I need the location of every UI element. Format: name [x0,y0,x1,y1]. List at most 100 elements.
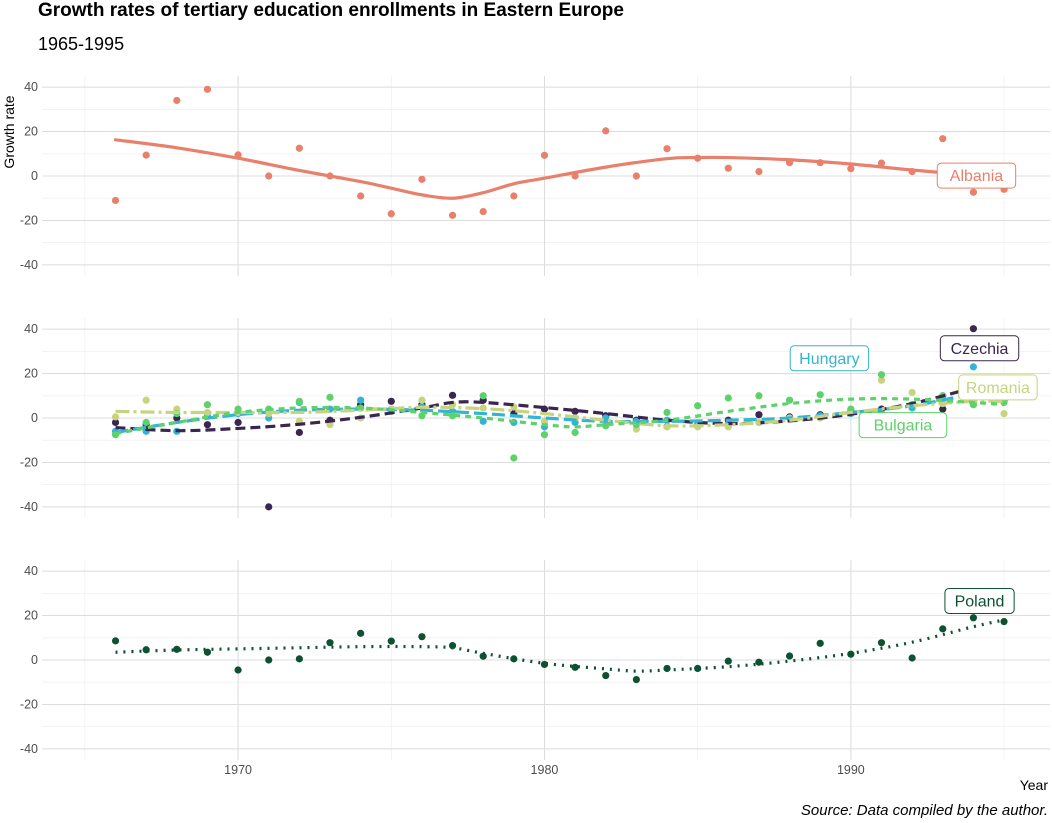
data-point-albania [387,210,395,218]
data-point-poland [602,671,610,680]
series-label-text-bulgaria: Bulgaria [874,418,933,435]
data-point-poland [295,655,303,663]
data-point-poland [387,637,395,645]
data-point-poland [969,614,978,622]
data-point-poland [265,656,273,664]
data-point-albania [173,96,181,105]
data-point-czechia [111,418,120,427]
data-point-albania [203,85,212,93]
data-point-poland [418,633,426,641]
series-label-box-hungary [789,345,870,372]
data-point-romania [142,396,150,404]
data-point-albania [847,165,855,173]
data-point-czechia [387,397,395,405]
data-point-bulgaria [816,391,824,399]
data-point-albania [479,207,487,216]
data-point-albania [939,135,947,143]
data-point-czechia [265,503,273,511]
chart-subtitle: 1965-1995 [38,34,125,54]
smooth-line-albania [113,138,976,200]
data-point-romania [203,408,212,417]
series-label-text-romania: Romania [966,380,1030,397]
series-label-box-czechia [939,335,1020,362]
panel-poland: -40 -20 0 20 40 Poland [20,560,1050,760]
data-point-czechia [234,418,242,427]
y-tick-label: -40 [20,258,38,272]
chart-title: Growth rates of tertiary education enrol… [38,0,624,21]
smooth-line-romania [115,399,1005,428]
data-point-poland [694,664,702,673]
data-point-albania [969,188,978,196]
data-point-romania [908,388,916,397]
data-point-albania [540,151,549,159]
data-point-poland [724,657,732,665]
data-point-poland [173,645,181,653]
data-point-poland [234,666,242,674]
data-point-bulgaria [142,418,150,427]
data-point-albania [663,145,671,153]
series-label-poland: Poland [944,587,1015,614]
data-point-albania [602,127,610,135]
data-point-albania [418,175,426,183]
data-point-albania [448,211,457,219]
data-point-bulgaria [663,408,671,417]
smooth-line-poland [115,618,1005,673]
data-point-czechia [448,391,457,399]
data-point-bulgaria [724,394,732,402]
data-point-poland [510,655,518,663]
data-point-albania [724,164,732,172]
data-point-bulgaria [877,371,886,379]
data-point-poland [939,625,947,633]
y-tick-label: 40 [24,322,38,336]
data-point-hungary [479,417,487,425]
series-label-bulgaria: Bulgaria [858,412,948,439]
y-tick-label: 20 [24,609,38,623]
y-tick-label: -20 [20,213,38,227]
data-point-bulgaria [295,397,303,405]
data-point-poland [448,641,457,650]
data-point-bulgaria [510,454,518,462]
series-label-text-czechia: Czechia [951,341,1009,358]
data-point-bulgaria [479,392,487,400]
data-point-bulgaria [785,396,794,404]
data-point-albania [295,144,303,152]
data-point-poland [357,629,365,637]
data-point-poland [908,654,916,662]
x-axis-title: Year [1020,777,1049,793]
panel-central: -40 -20 0 20 40 Czechia Hungary Romania Bulgaria [20,318,1050,518]
chart-caption: Source: Data compiled by the author. [800,802,1048,819]
series-label-romania: Romania [958,374,1038,401]
data-point-poland [877,639,886,647]
data-point-czechia [969,325,978,333]
smooth-line-bulgaria [115,397,1005,436]
data-point-romania [877,376,886,384]
data-point-albania [265,172,273,180]
series-label-text-hungary: Hungary [799,351,859,368]
data-point-czechia [203,421,212,429]
data-point-poland [755,658,763,666]
x-tick-label: 1980 [531,763,559,777]
data-point-albania [755,167,763,176]
data-point-czechia [295,428,303,437]
y-tick-label: 0 [31,653,38,667]
data-point-albania [877,159,886,167]
data-point-bulgaria [326,393,334,401]
data-point-albania [142,151,150,159]
y-tick-label: 20 [24,367,38,381]
data-point-bulgaria [571,428,579,437]
data-point-bulgaria [540,431,549,439]
data-point-bulgaria [755,392,763,400]
y-tick-label: -40 [20,500,38,514]
y-tick-label: -20 [20,455,38,469]
series-label-box-bulgaria [858,412,948,439]
y-tick-label: 40 [24,564,38,578]
data-point-poland [111,637,120,645]
data-point-poland [326,639,334,647]
data-point-poland [1000,617,1008,626]
y-tick-label: 0 [31,169,38,183]
data-point-albania [111,196,120,205]
data-point-bulgaria [203,401,212,409]
panel-albania: -40 -20 0 20 40 Albania [20,76,1050,276]
data-point-poland [816,639,824,647]
series-label-box-romania [958,374,1038,401]
